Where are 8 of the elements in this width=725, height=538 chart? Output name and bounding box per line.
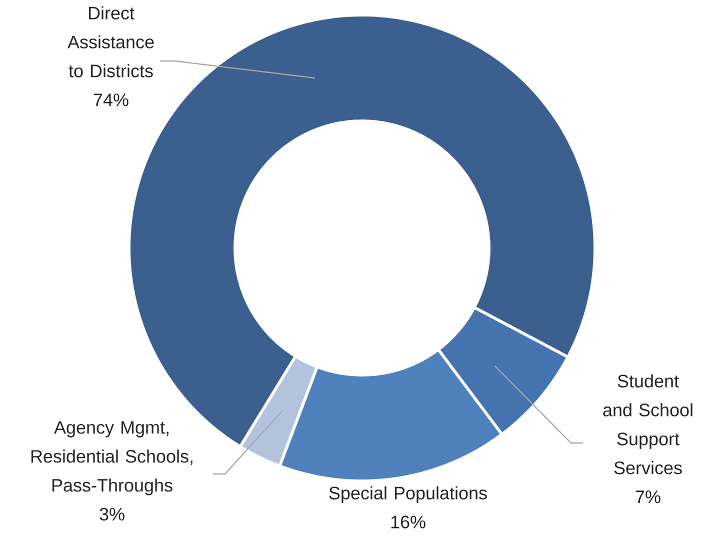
data-label: 7% bbox=[636, 490, 660, 504]
data-label: 16% bbox=[391, 516, 426, 528]
data-label: 3% bbox=[100, 508, 124, 521]
slice-label: Agency Mgmt, Residential Schools, Pass-Throughs bbox=[31, 421, 192, 496]
slice-label: Special Populations bbox=[329, 486, 487, 504]
data-label: 74% bbox=[94, 94, 128, 106]
slice-label: Student and School Support Services bbox=[603, 374, 692, 474]
slice-label: Direct Assistance to Districts bbox=[68, 6, 154, 78]
